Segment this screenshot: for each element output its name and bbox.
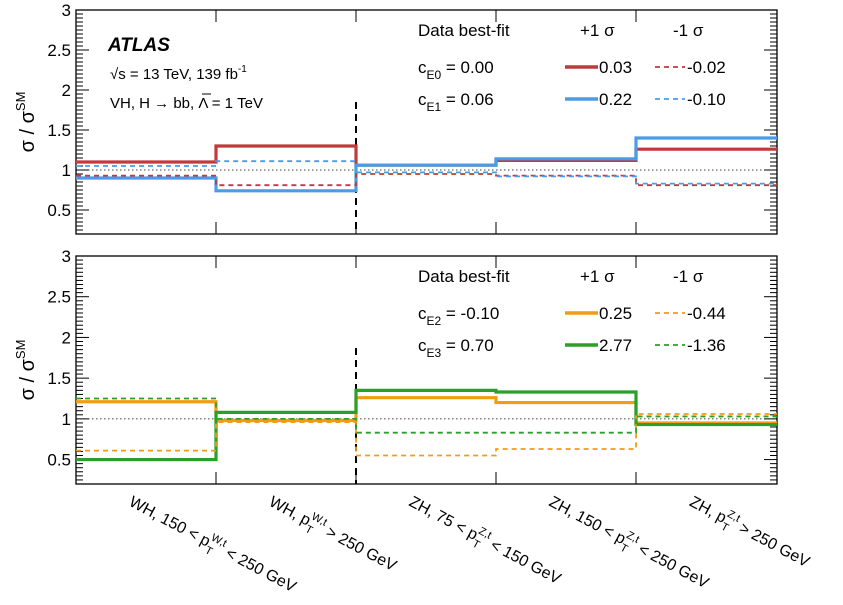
y-tick-label: 1.5: [47, 369, 71, 388]
x-category-label-2: WH, pTW,t > 250 GeV: [264, 490, 401, 580]
legend-param: cE0 = 0.00: [418, 58, 494, 82]
y-tick-label: 2: [62, 328, 71, 347]
series-line--0.02: [76, 173, 777, 187]
y-tick-label: 0.5: [47, 201, 71, 220]
y-tick-label: 0.5: [47, 451, 71, 470]
atlas-label: ATLAS: [107, 35, 170, 56]
series-line--0.44: [76, 413, 777, 457]
series-line-0.03: [76, 144, 777, 167]
y-axis-label: σ / σSM: [13, 92, 39, 153]
legend-col-plus: +1 σ: [580, 267, 615, 286]
legend-col-plus: +1 σ: [580, 21, 615, 40]
x-category-label-3: ZH, 75 < pTZ,t < 150 GeV: [404, 490, 566, 593]
plot-frame: [75, 9, 778, 235]
legend-value-0.25: 0.25: [599, 304, 632, 323]
info-process: VH, H → bb, Λ = 1 TeV: [110, 95, 263, 112]
x-category-label-5: ZH, pTZ,t > 250 GeV: [684, 490, 814, 576]
y-tick-label: 2: [62, 81, 71, 100]
plot-frame: [75, 255, 778, 485]
legend-param: cE2 = -0.10: [418, 304, 499, 328]
y-tick-label: 2.5: [47, 41, 71, 60]
legend-header: Data best-fit: [418, 21, 510, 40]
legend-value-0.03: 0.03: [599, 58, 632, 77]
info-energy-lumi: √s = 13 TeV, 139 fb-1: [110, 64, 247, 83]
y-tick-label: 1: [62, 410, 71, 429]
panel-2: 0.5 1 1.5 2 2.5 3 σ / σSM Data best-fit +1 σ -1 σ…: [13, 247, 814, 596]
y-tick-label: 1: [62, 161, 71, 180]
y-tick-label: 3: [62, 247, 71, 266]
y-tick-label: 3: [62, 1, 71, 20]
legend-col-minus: -1 σ: [673, 267, 704, 286]
legend-param: cE1 = 0.06: [418, 90, 494, 114]
legend-header: Data best-fit: [418, 267, 510, 286]
panel-1: 0.5 1 1.5 2 2.5 3 σ / σSM Data best-fit +1 σ -1 σ…: [13, 1, 778, 235]
legend-value--0.44: -0.44: [687, 304, 726, 323]
series-line--1.36: [76, 397, 777, 434]
legend-value-2.77: 2.77: [599, 336, 632, 355]
y-axis-label: σ / σSM: [13, 340, 39, 401]
y-tick-label: 1.5: [47, 121, 71, 140]
legend-value--1.36: -1.36: [687, 336, 726, 355]
legend-value-0.22: 0.22: [599, 90, 632, 109]
legend-col-minus: -1 σ: [673, 21, 704, 40]
legend-value--0.02: -0.02: [687, 58, 726, 77]
legend-value--0.10: -0.10: [687, 90, 726, 109]
legend-param: cE3 = 0.70: [418, 336, 494, 360]
y-tick-label: 2.5: [47, 288, 71, 307]
